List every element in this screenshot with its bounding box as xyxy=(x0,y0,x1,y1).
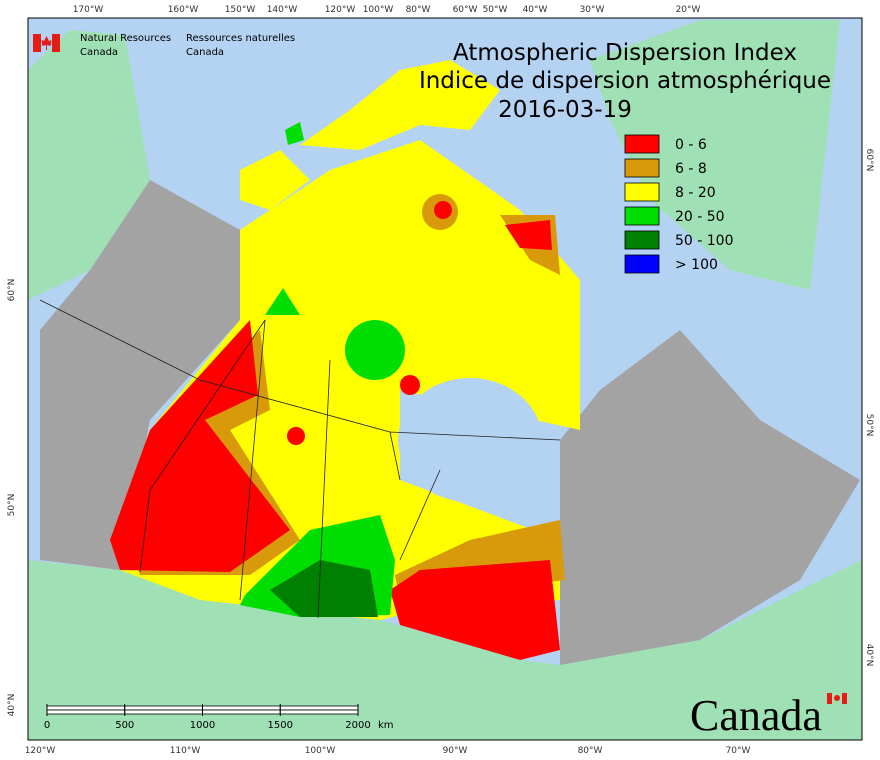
graticule-label: 110°W xyxy=(170,746,201,756)
graticule-label: 40°W xyxy=(523,5,548,15)
graticule-label: 70°W xyxy=(726,746,751,756)
index-area xyxy=(505,220,552,250)
agency-fr: Canada xyxy=(186,47,224,58)
index-area xyxy=(270,560,378,617)
scale-segment xyxy=(202,709,281,715)
hudson-bay xyxy=(398,378,542,502)
alaska xyxy=(28,30,150,300)
graticule-label: 120°W xyxy=(325,5,356,15)
scale-unit: km xyxy=(378,720,394,731)
scale-segment xyxy=(124,709,203,715)
map-title: Indice de dispersion atmosphérique xyxy=(419,68,831,94)
scale-segment xyxy=(279,705,359,711)
scale-label: 1500 xyxy=(268,720,293,731)
graticule-label: 60°W xyxy=(453,5,478,15)
graticule-label: 120°W xyxy=(25,746,56,756)
legend-swatch xyxy=(624,182,660,202)
scale-label: 500 xyxy=(115,720,134,731)
index-area xyxy=(265,288,300,315)
index-area xyxy=(400,375,420,395)
agency-en: Natural Resources xyxy=(80,33,171,44)
scale-segment xyxy=(46,705,126,711)
graticule-label: 50°N xyxy=(864,414,874,437)
graticule-label: 160°W xyxy=(168,5,199,15)
graticule-label: 170°W xyxy=(73,5,104,15)
scale-segment xyxy=(279,709,359,715)
frame xyxy=(27,17,863,741)
scale-label: 0 xyxy=(44,720,50,731)
legend-swatch xyxy=(624,254,660,274)
graticule-label: 60°N xyxy=(864,149,874,172)
scale-label: 1000 xyxy=(190,720,215,731)
usa xyxy=(28,560,862,740)
index-area xyxy=(240,150,310,210)
graticule-label: 150°W xyxy=(225,5,256,15)
legend-label: 50 - 100 xyxy=(675,233,734,249)
graticule-label: 30°W xyxy=(580,5,605,15)
graticule-label: 100°W xyxy=(363,5,394,15)
agency-en: Canada xyxy=(80,47,118,58)
legend-label: 0 - 6 xyxy=(675,137,707,153)
graticule-label: 60°N xyxy=(7,279,17,302)
flag-logo xyxy=(33,34,60,52)
index-area xyxy=(285,122,304,145)
graticule-label: 50°W xyxy=(483,5,508,15)
no-data-west xyxy=(40,180,240,570)
boundary xyxy=(39,299,561,619)
index-area xyxy=(300,60,500,150)
index-area xyxy=(287,427,305,445)
graticule-label: 90°W xyxy=(443,746,468,756)
index-area xyxy=(110,320,290,572)
graticule-label: 80°W xyxy=(406,5,431,15)
legend-label: 20 - 50 xyxy=(675,209,725,225)
index-area xyxy=(390,560,560,660)
graticule-label: 40°N xyxy=(7,694,17,717)
scale-segment xyxy=(46,709,126,715)
index-area xyxy=(345,320,405,380)
legend-swatch xyxy=(624,230,660,250)
agency-fr: Ressources naturelles xyxy=(186,33,295,44)
graticule-label: 140°W xyxy=(267,5,298,15)
graticule-label: 50°N xyxy=(7,494,17,517)
wordmark: Canada xyxy=(690,691,822,740)
scale-segment xyxy=(124,705,203,711)
graticule-label: 40°N xyxy=(864,644,874,667)
legend-label: 6 - 8 xyxy=(675,161,707,177)
graticule-label: 20°W xyxy=(676,5,701,15)
legend-swatch xyxy=(624,134,660,154)
no-data-east xyxy=(560,330,860,665)
graticule-label: 80°W xyxy=(578,746,603,756)
map-date: 2016-03-19 xyxy=(498,97,632,123)
legend-label: 8 - 20 xyxy=(675,185,716,201)
scale-segment xyxy=(202,705,281,711)
map-title: Atmospheric Dispersion Index xyxy=(453,40,797,66)
wordmark-flag xyxy=(827,693,847,704)
index-area xyxy=(434,201,452,219)
greenland xyxy=(590,20,840,290)
legend-swatch xyxy=(624,206,660,226)
legend-swatch xyxy=(624,158,660,178)
legend-label: > 100 xyxy=(675,257,718,273)
scale-label: 2000 xyxy=(345,720,370,731)
graticule-label: 100°W xyxy=(305,746,336,756)
